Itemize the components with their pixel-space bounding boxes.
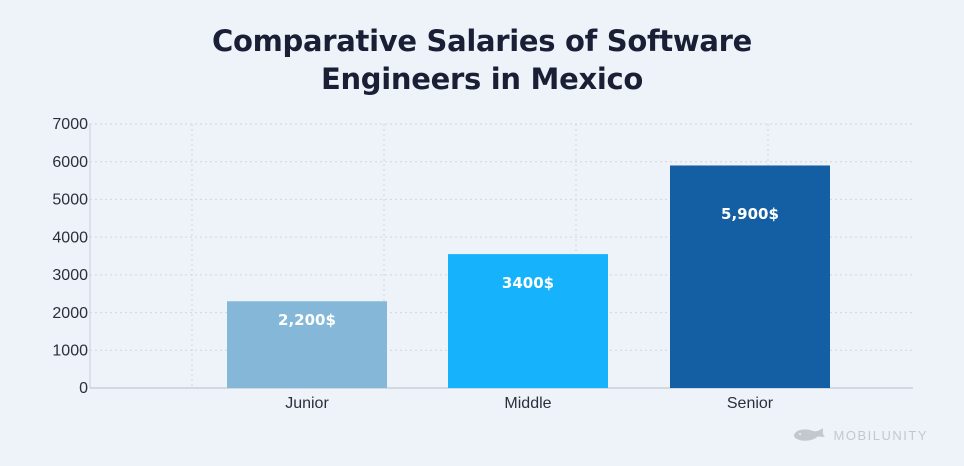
- watermark-text: MOBILUNITY: [833, 427, 928, 443]
- y-tick-label: 1000: [52, 343, 88, 360]
- y-tick-label: 4000: [52, 229, 88, 246]
- bar-data-label: 3400$: [502, 274, 554, 292]
- bar-senior: [670, 165, 830, 388]
- whale-icon: [793, 428, 825, 441]
- y-tick-label: 0: [79, 380, 88, 397]
- watermark: MOBILUNITY: [792, 426, 928, 444]
- bar-junior: [227, 301, 387, 388]
- chart-title-line-2: Engineers in Mexico: [320, 62, 644, 96]
- x-category-label: Junior: [285, 395, 329, 412]
- y-tick-label: 5000: [52, 192, 88, 209]
- x-category-label: Senior: [727, 395, 774, 412]
- y-tick-label: 6000: [52, 154, 88, 171]
- y-tick-label: 2000: [52, 305, 88, 322]
- chart-title-line-1: Comparative Salaries of Software: [212, 24, 752, 58]
- bar-middle: [448, 254, 608, 388]
- y-tick-label: 3000: [52, 267, 88, 284]
- x-category-label: Middle: [504, 395, 551, 412]
- y-tick-label: 7000: [52, 116, 88, 133]
- bar-data-label: 5,900$: [721, 205, 779, 223]
- chart-title: Comparative Salaries of Software Enginee…: [0, 22, 964, 98]
- bar-data-label: 2,200$: [278, 311, 336, 329]
